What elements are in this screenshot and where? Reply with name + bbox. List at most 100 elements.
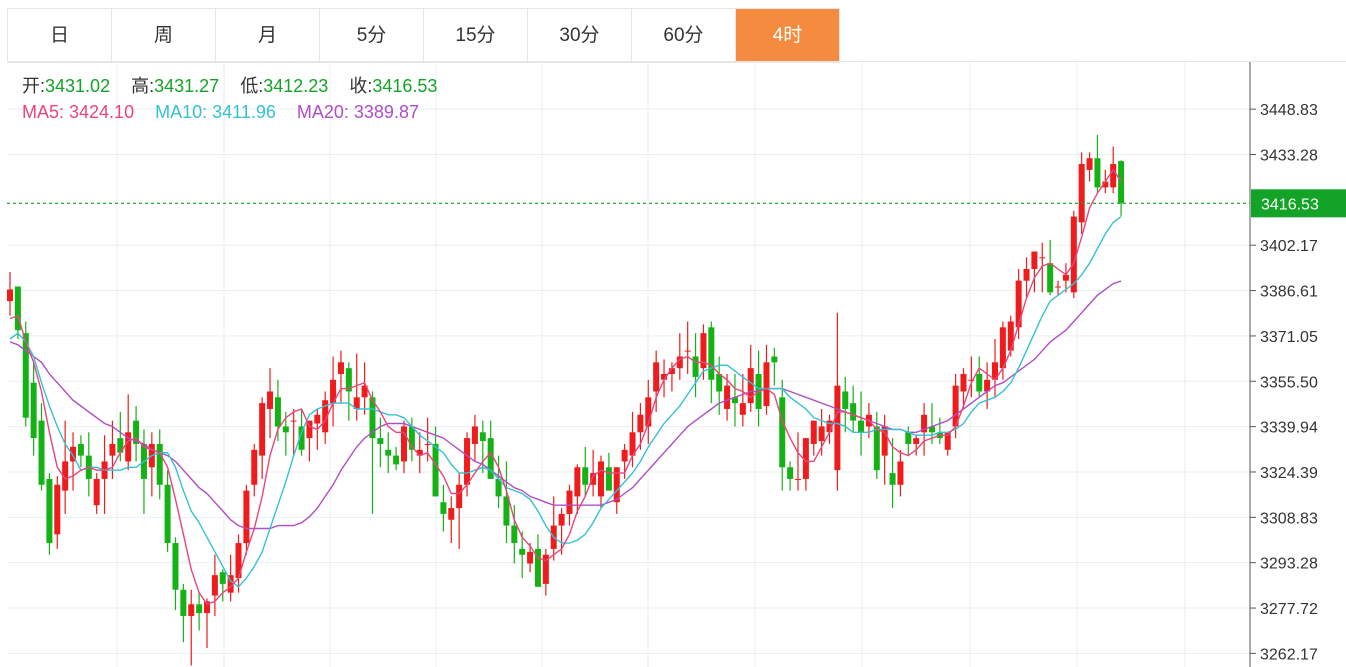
candle-body-5 [46,478,53,544]
candle-body-48 [385,449,392,456]
candle-body-91 [724,385,731,409]
candle-body-65 [519,548,526,555]
candle-body-82 [653,362,660,392]
candle-body-44 [353,397,360,409]
candle-body-113 [897,461,904,485]
candle-body-96 [763,362,770,407]
candle-body-111 [881,426,888,456]
y-tick-label-0: 3448.83 [1260,102,1318,119]
candle-body-68 [542,554,549,584]
candle-body-102 [810,420,817,444]
candle-body-60 [479,432,486,442]
candle-body-138 [1094,158,1101,188]
candle-body-36 [290,420,297,422]
candle-body-28 [227,575,234,593]
ma10-line [9,216,1122,588]
candle-body-7 [62,461,69,491]
candle-body-108 [858,420,865,433]
tab-5[interactable]: 30分 [528,9,632,62]
candle-body-37 [298,426,305,450]
candle-body-100 [795,478,801,480]
candle-body-29 [235,543,242,579]
candle-body-22 [180,589,187,616]
y-tick-label-10: 3293.28 [1260,556,1318,573]
candle-body-70 [558,513,565,526]
candle-body-74 [590,473,597,485]
candle-body-112 [889,473,896,485]
candle-body-67 [534,548,541,587]
candle-body-136 [1078,164,1085,223]
ma5-line [9,168,1122,606]
candle-body-77 [613,467,620,503]
open-value: 3431.02 [45,76,111,96]
y-tick-label-11: 3277.72 [1260,601,1318,618]
y-tick-label-12: 3262.17 [1260,646,1318,663]
high-label: 高: [131,76,155,96]
candle-body-80 [637,414,644,433]
low-value: 3412.23 [263,76,329,96]
tab-7[interactable]: 4时 [736,9,840,62]
tab-4[interactable]: 15分 [424,9,528,62]
candle-body-75 [598,461,604,497]
current-price-label: 3416.53 [1261,196,1319,213]
candle-body-141 [1118,161,1125,204]
candle-body-125 [992,362,998,380]
candle-body-90 [716,373,723,392]
candle-body-117 [928,426,935,433]
candle-body-62 [495,478,502,497]
candle-body-105 [834,385,841,471]
candle-body-1 [14,286,21,331]
low-label: 低: [240,76,264,96]
y-tick-label-9: 3308.83 [1260,510,1318,527]
tabs-divider [7,61,1346,62]
timeframe-tabs: 日周月 5分 15分 30分 60分 4时 [7,8,840,63]
candle-body-20 [164,484,171,544]
candle-body-127 [1007,321,1014,351]
candle-body-120 [952,385,959,427]
candle-body-2 [22,333,29,418]
candle-body-35 [282,426,289,433]
candle-body-14 [117,438,124,453]
candle-body-123 [976,373,983,392]
candle-body-23 [188,604,195,616]
candle-body-31 [251,449,258,485]
candle-body-38 [306,420,313,439]
candle-body-24 [196,604,203,614]
candle-body-140 [1110,164,1117,188]
tab-0[interactable]: 日 [8,9,112,62]
candle-body-58 [464,438,471,485]
candle-body-126 [999,327,1006,369]
candle-body-114 [905,432,912,444]
close-label: 收: [349,76,373,96]
candle-body-98 [779,397,786,468]
high-value: 3431.27 [154,76,220,96]
candle-body-41 [330,379,337,404]
candle-body-78 [621,449,628,462]
candle-body-87 [692,356,699,377]
ma10-value: MA10: 3411.96 [155,102,276,122]
candle-body-26 [211,575,218,596]
candle-body-128 [1015,280,1022,328]
tab-2[interactable]: 月 [216,9,320,62]
candle-body-79 [629,432,636,456]
candle-body-103 [818,426,825,442]
candle-body-73 [582,467,589,485]
ma20-line [9,280,1122,530]
candle-body-99 [787,467,794,479]
candle-body-52 [416,449,423,456]
candle-body-86 [684,350,691,352]
candle-body-110 [873,426,880,471]
candle-body-8 [70,446,77,462]
candle-body-27 [219,572,226,584]
tab-6[interactable]: 60分 [632,9,736,62]
candle-body-64 [511,525,518,544]
tab-3[interactable]: 5分 [320,9,424,62]
candle-body-4 [38,420,45,485]
y-tick-label-6: 3355.50 [1260,374,1318,391]
candle-body-56 [448,508,455,520]
candle-body-94 [747,368,754,404]
candle-body-55 [440,502,447,514]
candle-body-66 [527,551,534,564]
tab-1[interactable]: 周 [112,9,216,62]
close-value: 3416.53 [372,76,438,96]
